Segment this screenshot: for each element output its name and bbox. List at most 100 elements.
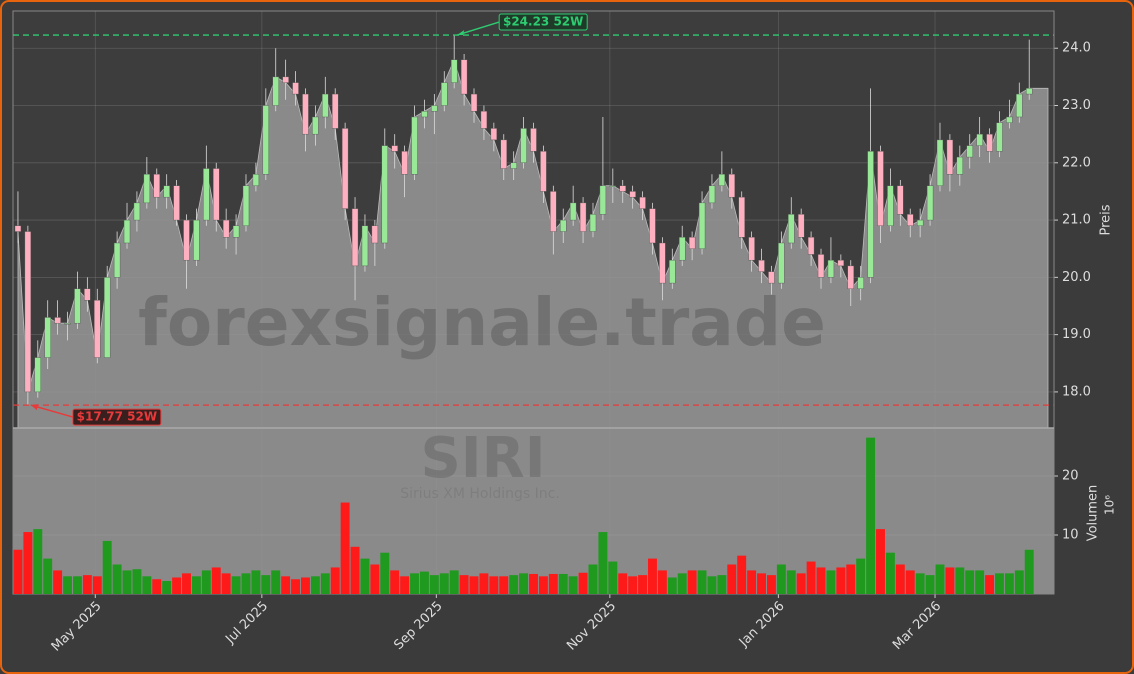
watermark: forexsignale.trade — [138, 284, 826, 361]
symbol-watermark: SIRI — [420, 426, 545, 491]
candle-body — [213, 168, 220, 221]
volume-bar — [975, 570, 985, 594]
volume-bar — [459, 575, 469, 594]
volume-bar — [320, 573, 330, 594]
volume-bar — [23, 532, 33, 594]
volume-bar — [429, 575, 439, 594]
volume-bar — [340, 502, 350, 594]
candle-body — [639, 196, 646, 209]
candle-body — [441, 82, 448, 106]
volume-bar — [638, 575, 648, 594]
candle-body — [669, 259, 676, 284]
volume-bar — [796, 573, 806, 594]
volume-bar — [191, 576, 201, 594]
volume-bar — [935, 564, 945, 594]
volume-bar — [112, 564, 122, 594]
volume-bar — [410, 573, 419, 594]
volume-bar — [657, 570, 667, 594]
candle-body — [827, 259, 835, 278]
volume-bar — [509, 575, 519, 594]
y-tick-label: 20.0 — [1062, 270, 1091, 285]
candle-body — [659, 242, 666, 284]
candle-body — [183, 219, 190, 261]
volume-bar — [360, 558, 370, 594]
volume-bar — [271, 570, 281, 594]
candle-body — [421, 111, 428, 118]
candle-body — [143, 174, 151, 204]
candle-body — [1026, 88, 1033, 95]
volume-bar — [538, 576, 548, 594]
volume-bar — [330, 567, 340, 594]
candle-body — [926, 185, 934, 221]
volume-bar — [291, 579, 301, 594]
volume-bar — [588, 564, 598, 594]
volume-bar — [122, 570, 132, 594]
volume-bar — [439, 573, 449, 594]
candle-body — [1006, 116, 1013, 123]
volume-bar — [598, 532, 608, 594]
y-axis-label: Preis — [1099, 204, 1114, 235]
candle-body — [133, 202, 141, 221]
candle-body — [361, 225, 369, 267]
volume-bar — [489, 576, 499, 594]
volume-bar — [618, 573, 628, 594]
volume-bar — [182, 573, 191, 594]
candle-body — [788, 214, 795, 244]
y-tick-label: 19.0 — [1062, 327, 1091, 342]
candle-body — [44, 317, 51, 358]
volume-bar — [350, 546, 360, 594]
volume-bar — [687, 570, 697, 594]
candle-body — [332, 93, 339, 129]
candle-body — [381, 145, 388, 244]
annotation-arrow — [30, 404, 74, 418]
volume-bar — [568, 576, 578, 594]
candle-body — [550, 191, 557, 232]
candle-body — [232, 225, 240, 238]
volume-bar — [806, 561, 816, 594]
annotation-label: $24.23 52W — [503, 15, 583, 29]
candle-body — [1016, 93, 1023, 118]
candle-body — [966, 145, 973, 158]
candle-body — [74, 288, 81, 324]
volume-bar — [152, 579, 162, 594]
candle-body — [798, 214, 805, 238]
candle-body — [907, 214, 914, 227]
volume-bar — [965, 570, 975, 594]
volume-bar — [519, 573, 529, 594]
volume-bar — [1014, 570, 1024, 594]
volume-bar — [915, 573, 925, 594]
candle-body — [222, 219, 230, 238]
candle-body — [738, 196, 745, 238]
volume-bar — [757, 573, 766, 594]
volume-axis-label: Volumen — [1086, 485, 1101, 542]
candle-body — [371, 225, 379, 244]
volume-bar — [529, 573, 538, 594]
volume-bar — [955, 567, 965, 594]
candle-body — [470, 93, 478, 112]
candle-body — [54, 317, 61, 324]
volume-bar — [449, 570, 459, 594]
candle-body — [312, 116, 319, 135]
candle-body — [490, 128, 498, 141]
volume-bar — [1004, 573, 1014, 594]
volume-bar — [717, 575, 727, 594]
candle-body — [619, 185, 626, 192]
volume-bar — [53, 570, 63, 594]
volume-bar — [846, 564, 856, 594]
volume-bar — [608, 561, 618, 594]
candle-body — [520, 128, 527, 163]
volume-bar — [747, 570, 757, 594]
volume-bar — [836, 567, 846, 594]
candle-body — [173, 185, 180, 221]
candle-body — [401, 151, 408, 175]
candle-body — [94, 300, 101, 358]
volume-bar — [370, 564, 380, 594]
candle-body — [728, 174, 735, 198]
candle-body — [64, 322, 71, 325]
candle-body — [351, 208, 359, 267]
volume-bar — [697, 570, 707, 594]
candle-body — [14, 225, 22, 232]
candle-body — [768, 271, 775, 284]
volume-bar — [419, 571, 429, 594]
candle-body — [123, 219, 131, 244]
